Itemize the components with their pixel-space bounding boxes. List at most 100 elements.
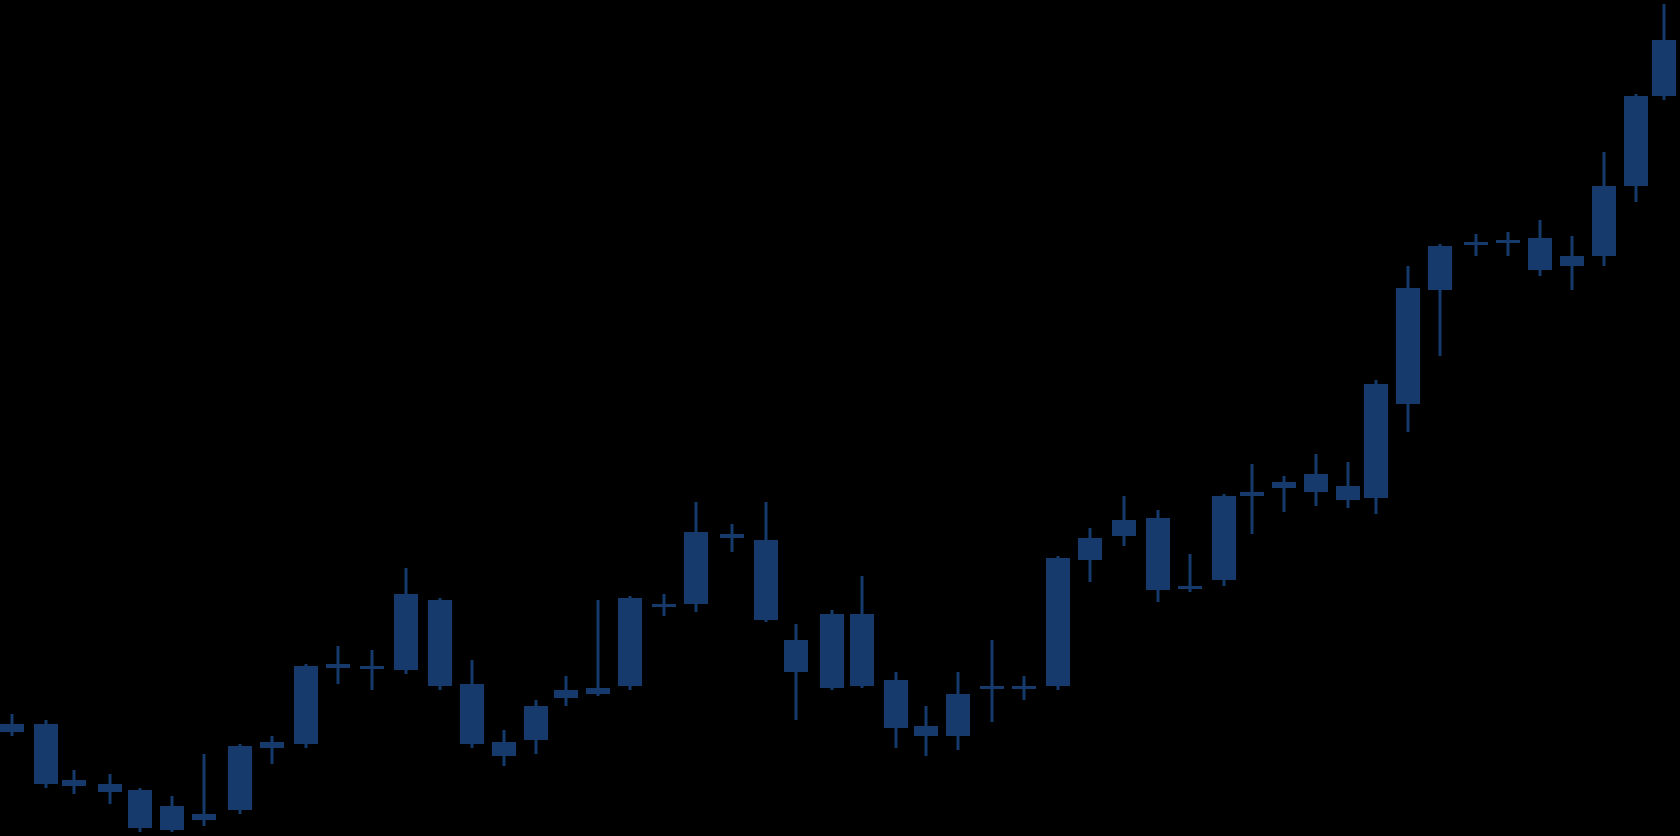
candle-body xyxy=(1212,496,1236,580)
candle xyxy=(1496,232,1520,256)
candle xyxy=(1592,152,1616,266)
candle-body xyxy=(914,726,938,736)
candle xyxy=(1178,554,1202,592)
candle xyxy=(720,524,744,552)
candle xyxy=(98,774,122,804)
candle-body xyxy=(1652,40,1676,96)
candle-body xyxy=(1592,186,1616,256)
candle xyxy=(1240,464,1264,534)
candle-wick xyxy=(1282,476,1286,512)
candle-body xyxy=(980,686,1004,689)
candle xyxy=(492,730,516,766)
candle-body xyxy=(1428,246,1452,290)
candle-body xyxy=(1304,474,1328,492)
candle xyxy=(1336,462,1360,508)
candle-body xyxy=(586,688,610,694)
candle xyxy=(1652,4,1676,100)
candle-body xyxy=(260,742,284,748)
candle-wick xyxy=(202,754,206,826)
candle-body xyxy=(1012,686,1036,689)
candle xyxy=(1212,494,1236,586)
candle xyxy=(524,700,548,754)
candle-body xyxy=(1146,518,1170,590)
candle-body xyxy=(1078,538,1102,560)
candle xyxy=(618,596,642,690)
candle-wick xyxy=(270,736,274,764)
candle-body xyxy=(34,724,58,784)
candle xyxy=(260,736,284,764)
candle xyxy=(586,600,610,696)
candle xyxy=(884,672,908,748)
candle xyxy=(128,788,152,832)
candle xyxy=(754,502,778,622)
candle xyxy=(460,660,484,748)
candle-body xyxy=(820,614,844,688)
candle-body xyxy=(554,690,578,698)
candle-body xyxy=(228,746,252,810)
candle-body xyxy=(492,742,516,756)
candle xyxy=(1112,496,1136,546)
candle xyxy=(1428,244,1452,356)
candle-body xyxy=(652,604,676,607)
candle-body xyxy=(1364,384,1388,498)
candle xyxy=(1528,220,1552,276)
candle xyxy=(192,754,216,826)
candle-body xyxy=(524,706,548,740)
candle-body xyxy=(1624,96,1648,186)
candle-wick xyxy=(1506,232,1510,256)
candle xyxy=(160,796,184,832)
candle-body xyxy=(850,614,874,686)
candle-body xyxy=(754,540,778,620)
candle xyxy=(1078,528,1102,582)
candle xyxy=(34,720,58,788)
candle-body xyxy=(1464,242,1488,245)
candles-group xyxy=(0,4,1676,832)
candle-wick xyxy=(370,650,374,690)
candle xyxy=(62,770,86,794)
candle xyxy=(914,706,938,756)
candle xyxy=(554,676,578,706)
candle-body xyxy=(192,814,216,820)
candle xyxy=(1012,676,1036,700)
candle xyxy=(1396,266,1420,432)
candle xyxy=(394,568,418,674)
candle-body xyxy=(326,664,350,668)
candle-body xyxy=(1272,482,1296,488)
candle xyxy=(1046,556,1070,690)
candle xyxy=(228,744,252,814)
candle-body xyxy=(1046,558,1070,686)
candle-body xyxy=(294,666,318,744)
candle xyxy=(294,664,318,748)
candle-body xyxy=(394,594,418,670)
candle xyxy=(980,640,1004,722)
candle xyxy=(820,610,844,690)
candle xyxy=(326,646,350,684)
candle-body xyxy=(720,534,744,538)
candle-body xyxy=(428,600,452,686)
candle-body xyxy=(0,724,24,732)
candle-wick xyxy=(1188,554,1192,592)
candle-body xyxy=(62,780,86,786)
candle xyxy=(684,502,708,612)
candle-wick xyxy=(596,600,600,696)
candle xyxy=(946,672,970,750)
candle xyxy=(1146,510,1170,602)
candle-body xyxy=(684,532,708,604)
candle-body xyxy=(884,680,908,728)
candle-body xyxy=(98,784,122,792)
candle-body xyxy=(1112,520,1136,536)
candle-body xyxy=(1178,586,1202,589)
candle-body xyxy=(618,598,642,686)
candle xyxy=(1560,236,1584,290)
candle xyxy=(0,714,24,736)
candle xyxy=(1464,234,1488,256)
candle xyxy=(1364,380,1388,514)
candle-body xyxy=(1496,240,1520,243)
candle-wick xyxy=(1346,462,1350,508)
candle-wick xyxy=(1250,464,1254,534)
candle-body xyxy=(1336,486,1360,500)
candle xyxy=(850,576,874,688)
candle xyxy=(652,594,676,616)
